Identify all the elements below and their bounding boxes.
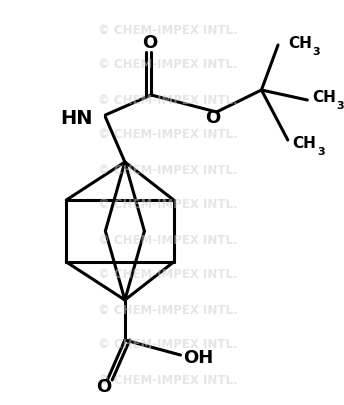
Text: O: O [142, 34, 157, 52]
Text: 3: 3 [336, 101, 344, 111]
Text: 3: 3 [317, 147, 325, 157]
Text: © CHEM-IMPEX INTL.: © CHEM-IMPEX INTL. [98, 269, 238, 281]
Text: © CHEM-IMPEX INTL.: © CHEM-IMPEX INTL. [98, 339, 238, 352]
Text: CH: CH [312, 90, 336, 104]
Text: © CHEM-IMPEX INTL.: © CHEM-IMPEX INTL. [98, 303, 238, 316]
Text: © CHEM-IMPEX INTL.: © CHEM-IMPEX INTL. [98, 234, 238, 247]
Text: © CHEM-IMPEX INTL.: © CHEM-IMPEX INTL. [98, 58, 238, 72]
Text: CH: CH [293, 136, 316, 151]
Text: OH: OH [183, 349, 214, 367]
Text: © CHEM-IMPEX INTL.: © CHEM-IMPEX INTL. [98, 23, 238, 36]
Text: O: O [205, 109, 220, 127]
Text: CH: CH [288, 36, 312, 51]
Text: © CHEM-IMPEX INTL.: © CHEM-IMPEX INTL. [98, 128, 238, 141]
Text: 3: 3 [312, 47, 320, 57]
Text: © CHEM-IMPEX INTL.: © CHEM-IMPEX INTL. [98, 198, 238, 211]
Text: O: O [96, 378, 111, 396]
Text: © CHEM-IMPEX INTL.: © CHEM-IMPEX INTL. [98, 164, 238, 177]
Text: © CHEM-IMPEX INTL.: © CHEM-IMPEX INTL. [98, 94, 238, 107]
Text: © CHEM-IMPEX INTL.: © CHEM-IMPEX INTL. [98, 373, 238, 386]
Text: HN: HN [61, 109, 93, 128]
